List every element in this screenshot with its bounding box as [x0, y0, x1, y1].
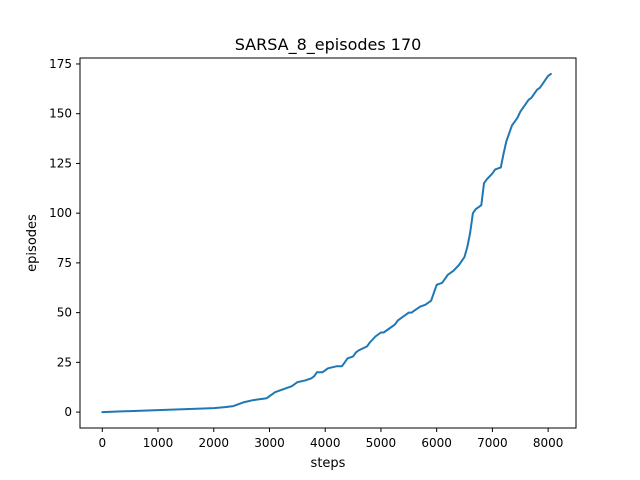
- x-tick-label: 2000: [198, 436, 229, 450]
- y-tick-label: 175: [49, 57, 72, 71]
- x-tick-label: 8000: [533, 436, 564, 450]
- y-tick-label: 25: [57, 355, 72, 369]
- series-line-0: [101, 72, 552, 414]
- y-tick-label: 125: [49, 156, 72, 170]
- y-tick-label: 100: [49, 206, 72, 220]
- x-tick-label: 4000: [310, 436, 341, 450]
- y-axis-ticks: 0 25 50 75 100 125 150 175: [49, 57, 80, 419]
- chart-title: SARSA_8_episodes 170: [235, 35, 422, 55]
- x-tick-label: 7000: [477, 436, 508, 450]
- x-axis-ticks: 0 1000 2000 3000 4000 5000 6000 7000 8000: [98, 428, 563, 450]
- x-axis-label: steps: [311, 456, 346, 471]
- x-tick-label: 0: [98, 436, 106, 450]
- x-tick-label: 3000: [254, 436, 285, 450]
- x-tick-label: 1000: [143, 436, 174, 450]
- axes-frame: [79, 57, 577, 429]
- y-axis-label: episodes: [25, 214, 40, 272]
- y-tick-label: 50: [57, 306, 72, 320]
- x-tick-label: 6000: [421, 436, 452, 450]
- y-tick-label: 150: [49, 107, 72, 121]
- y-tick-label: 0: [64, 405, 72, 419]
- x-tick-label: 5000: [366, 436, 397, 450]
- plot-area: [101, 72, 552, 414]
- y-tick-label: 75: [57, 256, 72, 270]
